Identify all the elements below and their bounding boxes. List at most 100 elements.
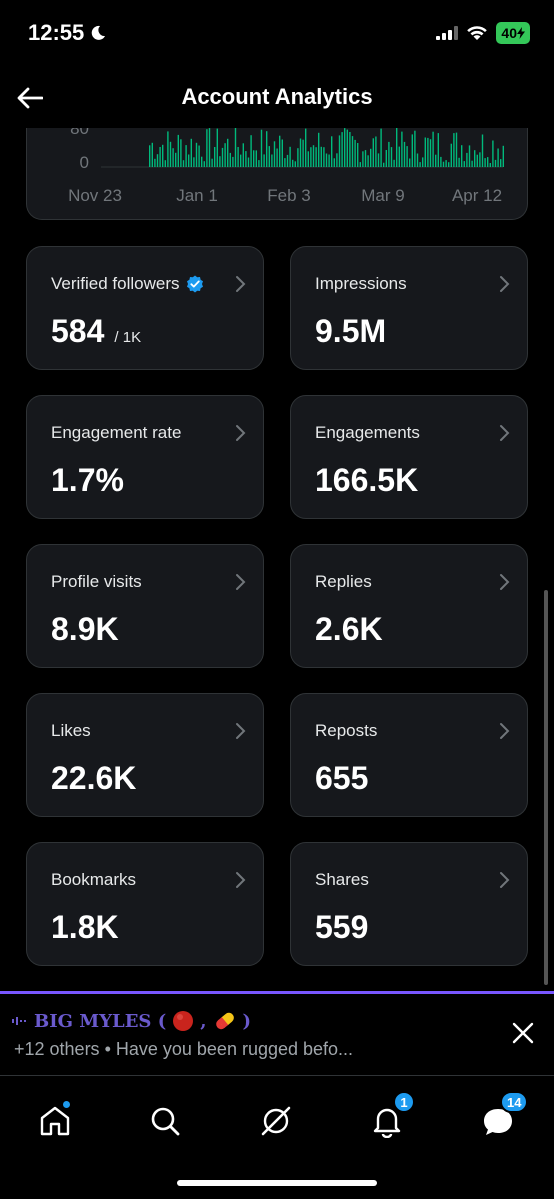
chart-bar — [377, 153, 380, 167]
chart-bar — [403, 141, 406, 167]
stat-card-profile-visits[interactable]: Profile visits 8.9K — [26, 544, 264, 668]
chart-bar — [466, 152, 468, 167]
chart-bar — [292, 159, 294, 167]
chart-bar — [331, 136, 333, 167]
x-tick-label: Nov 23 — [68, 186, 122, 205]
chart-bar — [463, 161, 465, 167]
stat-card-engagements[interactable]: Engagements 166.5K — [290, 395, 528, 519]
chart-bar — [484, 158, 486, 167]
chat-bubble-icon — [484, 1109, 512, 1135]
chart-bar — [268, 146, 270, 167]
chart-bar — [328, 154, 330, 167]
chart-bar — [284, 158, 286, 167]
chart-bar — [351, 136, 354, 167]
chevron-right-icon — [500, 723, 510, 739]
chart-bar — [396, 127, 398, 167]
back-button[interactable] — [14, 82, 46, 114]
close-button[interactable] — [508, 1018, 538, 1048]
chart-bar — [286, 154, 289, 167]
chart-bar — [458, 157, 460, 167]
scrollbar[interactable] — [544, 590, 548, 985]
chevron-right-icon — [236, 425, 246, 441]
chevron-right-icon — [236, 723, 246, 739]
chart-bar — [240, 154, 242, 167]
chart-bar — [424, 137, 426, 167]
home-indicator — [177, 1180, 377, 1186]
tab-messages[interactable]: 14 — [468, 1091, 529, 1151]
tab-notifications[interactable]: 1 — [357, 1091, 417, 1151]
stat-card-shares[interactable]: Shares 559 — [290, 842, 528, 966]
chart-bar — [182, 160, 185, 167]
stat-card-bookmarks[interactable]: Bookmarks 1.8K — [26, 842, 264, 966]
chart-bar — [471, 160, 473, 167]
chart-bar — [149, 145, 151, 167]
stat-card-impressions[interactable]: Impressions 9.5M — [290, 246, 528, 370]
space-host-name-text: BIG MYLES ( — [34, 1010, 167, 1032]
stat-card-reposts[interactable]: Reposts 655 — [290, 693, 528, 817]
space-bar[interactable]: BIG MYLES ( , ) +12 others • Have you be… — [0, 994, 554, 1076]
chart-bar — [250, 135, 252, 167]
stat-card-verified-followers[interactable]: Verified followers 584 / 1K — [26, 246, 264, 370]
chart-bar — [253, 150, 255, 167]
signal-icon — [436, 26, 459, 40]
chart-bar — [232, 156, 234, 167]
chart-bar — [245, 151, 247, 167]
chart-bar — [487, 157, 489, 167]
chart-bar — [455, 132, 458, 167]
chart-bar — [273, 141, 276, 167]
x-tick-label: Apr 12 — [452, 186, 502, 205]
x-tick-label: Jan 1 — [176, 186, 218, 205]
stat-value: 8.9K — [51, 611, 119, 647]
page-title: Account Analytics — [181, 84, 373, 109]
tab-search[interactable] — [135, 1091, 195, 1151]
tab-home[interactable] — [25, 1091, 85, 1151]
chart-bar — [333, 158, 335, 167]
stat-label: Likes — [51, 721, 91, 740]
stat-label-text: Verified followers — [51, 274, 180, 293]
chart-bar — [227, 138, 229, 167]
chevron-right-icon — [500, 276, 510, 292]
top-header: Account Analytics — [0, 70, 554, 128]
status-time: 12:55 — [28, 20, 106, 46]
chart-bar — [151, 142, 153, 167]
chart-bar — [167, 131, 169, 167]
chart-bar — [383, 162, 385, 167]
chart-bar — [302, 139, 304, 167]
chart-bar — [500, 159, 502, 167]
stat-label: Shares — [315, 870, 369, 889]
stat-card-likes[interactable]: Likes 22.6K — [26, 693, 264, 817]
chart-bar — [370, 148, 372, 167]
chevron-right-icon — [236, 574, 246, 590]
stat-value: 166.5K — [315, 462, 419, 498]
status-indicators: 40 — [436, 22, 530, 44]
chart-bar — [323, 147, 325, 167]
stat-value: 2.6K — [315, 611, 383, 647]
stat-value: 1.7% — [51, 462, 124, 498]
tab-grok[interactable] — [246, 1091, 306, 1151]
stat-value: 584 / 1K — [51, 313, 141, 350]
chart-bar — [175, 152, 177, 167]
chart-bar — [260, 129, 263, 167]
stat-value: 655 — [315, 760, 369, 796]
chart-bar — [164, 160, 166, 167]
chart-bar — [393, 159, 395, 167]
stat-card-engagement-rate[interactable]: Engagement rate 1.7% — [26, 395, 264, 519]
stat-card-replies[interactable]: Replies 2.6K — [290, 544, 528, 668]
chart-bar — [310, 147, 312, 167]
chart-bar — [307, 151, 309, 167]
chart-bar — [357, 143, 359, 167]
time-text: 12:55 — [28, 20, 85, 45]
stat-value: 9.5M — [315, 313, 387, 349]
space-host-name: BIG MYLES ( , ) — [12, 1010, 251, 1032]
chart-bar — [375, 136, 377, 167]
verified-badge-icon — [186, 275, 203, 293]
chart-bar — [206, 129, 208, 167]
impressions-chart-card: 80 0 Nov 23 Jan 1 Feb 3 Mar 9 Apr 12 — [26, 110, 528, 220]
chart-bar — [461, 145, 463, 167]
stat-value: 22.6K — [51, 760, 137, 796]
chart-bar — [198, 145, 200, 167]
chart-bar — [344, 128, 346, 167]
chart-bar — [427, 137, 429, 167]
chart-bar — [305, 128, 307, 167]
